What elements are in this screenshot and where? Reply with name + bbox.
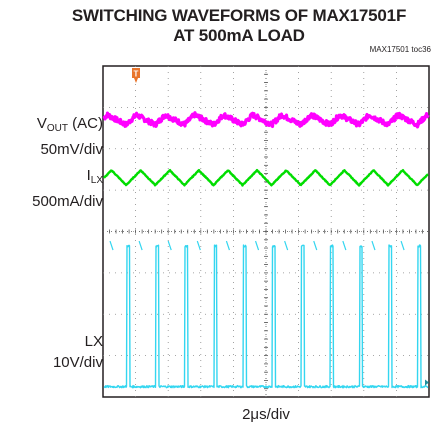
vout-scale: 50mV/div <box>40 141 103 158</box>
lx-name: LX <box>84 333 103 350</box>
trace-lx <box>103 244 429 389</box>
markers: T <box>132 68 429 386</box>
trace-vout-ac- <box>102 111 430 129</box>
lx-ringing <box>254 240 260 251</box>
graticule <box>103 66 429 397</box>
figure-reference: MAX17501 toc36 <box>369 45 431 54</box>
ilx-channel-label: ILX 500mA/div <box>32 165 103 212</box>
lx-ringing <box>371 240 376 251</box>
traces <box>102 111 430 389</box>
lx-ringing <box>313 240 318 251</box>
trace-ilx <box>102 168 429 187</box>
x-axis-label: 2μs/div <box>242 406 290 423</box>
lx-channel-label: LX 10V/div <box>53 331 103 373</box>
chart-subtitle: AT 500mA LOAD <box>173 26 305 45</box>
lx-ringing <box>342 240 347 251</box>
lx-ringing <box>225 240 230 251</box>
lx-ringing <box>284 240 289 251</box>
trigger-marker-label: T <box>134 70 139 79</box>
vout-channel-label: VOUT (AC) 50mV/div <box>37 113 103 160</box>
vout-name: VOUT (AC) <box>36 115 103 134</box>
lx-ringing <box>400 240 405 251</box>
ilx-scale: 500mA/div <box>32 193 103 210</box>
lx-ringing <box>196 240 201 251</box>
lx-ringing <box>138 240 143 251</box>
lx-ringing <box>167 240 172 251</box>
ilx-name: ILX <box>86 167 103 186</box>
trigger-pointer-icon <box>134 78 138 83</box>
lx-ringing <box>109 240 114 251</box>
lx-scale: 10V/div <box>52 354 103 371</box>
chart-title: SWITCHING WAVEFORMS OF MAX17501F <box>71 6 407 25</box>
trigger-marker-icon <box>132 68 140 78</box>
ground-marker-icon <box>425 379 429 386</box>
